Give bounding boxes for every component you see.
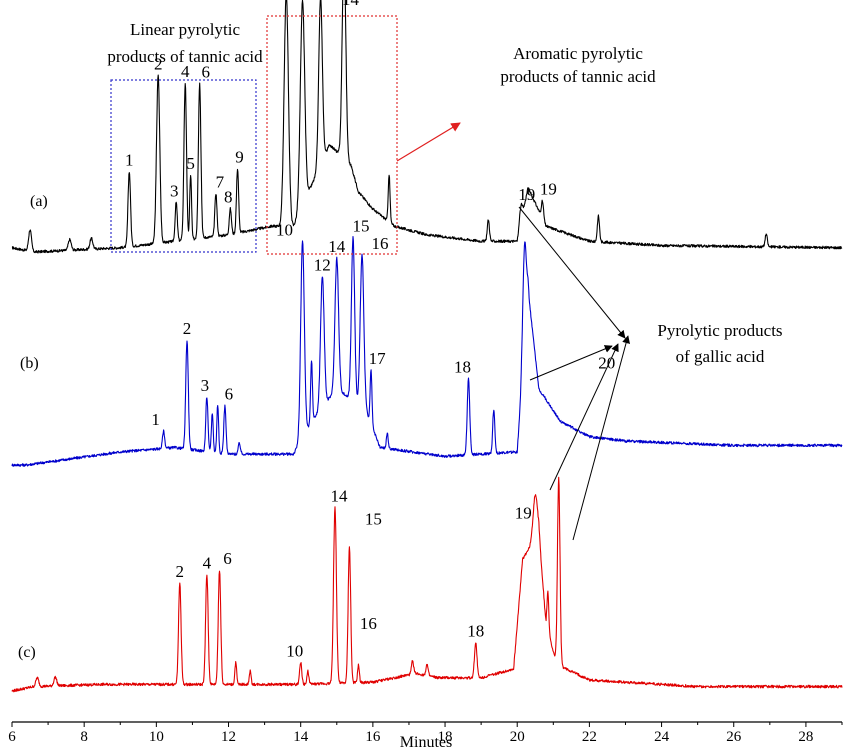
annotation-linear: products of tannic acid [107, 47, 263, 66]
peak-label: 10 [276, 221, 293, 240]
peak-label: 1 [151, 410, 160, 429]
x-tick-label: 26 [726, 729, 742, 745]
peak-label: 10 [286, 641, 303, 660]
trace-label-a: (a) [30, 193, 48, 210]
peak-label: 16 [360, 614, 377, 633]
peak-label: 12 [314, 256, 331, 275]
x-axis-title: Minutes [400, 734, 452, 751]
x-tick-label: 24 [654, 729, 670, 745]
peak-label: 15 [365, 510, 382, 529]
peak-label: 14 [342, 0, 360, 9]
peak-label: 19 [515, 504, 532, 523]
peak-label: 16 [372, 234, 389, 253]
x-axis: 6 8 10 12 14 16 18 20 22 24 26 28 [8, 721, 843, 745]
peak-label: 4 [203, 553, 212, 572]
x-tick-label: 10 [149, 729, 164, 745]
peak-label: 14 [328, 237, 346, 256]
gallic-arrow [549, 343, 619, 491]
peak-label: 15 [353, 217, 370, 236]
peak-label: 2 [183, 319, 192, 338]
gallic-arrow [529, 345, 613, 381]
trace-c [11, 476, 843, 693]
peak-label: 17 [369, 349, 387, 368]
annotation-gallic: of gallic acid [676, 347, 765, 366]
peak-label: 19 [540, 179, 557, 198]
trace-a [11, 0, 843, 254]
x-tick-label: 28 [798, 729, 813, 745]
peak-label: 8 [224, 188, 233, 207]
gallic-arrow [518, 206, 626, 339]
peak-label: 3 [170, 181, 179, 200]
x-tick-label: 8 [80, 729, 88, 745]
annotation-aromatic: products of tannic acid [500, 67, 656, 86]
region-box-layer [110, 15, 398, 255]
peak-label: 1 [125, 150, 134, 169]
peak-label: 3 [201, 376, 210, 395]
peak-label: 5 [186, 154, 195, 173]
x-tick-label: 20 [510, 729, 525, 745]
trace-b [11, 235, 843, 467]
linear-products-box [110, 79, 257, 253]
annotation-aromatic: Aromatic pyrolytic [513, 44, 643, 63]
peak-label: 14 [331, 486, 349, 505]
aromatic-products-box [266, 15, 398, 255]
peak-label: 7 [216, 172, 225, 191]
gallic-arrow [572, 335, 630, 541]
peak-label: 6 [223, 549, 232, 568]
peak-label-layer: (a)1234567891012141619(b)123610121415161… [18, 0, 615, 661]
peak-label: 18 [454, 358, 471, 377]
peak-label: 4 [181, 62, 190, 81]
peak-label: 18 [467, 622, 484, 641]
annotation-arrow-layer [396, 122, 630, 541]
x-tick-label: 22 [582, 729, 597, 745]
peak-label: 6 [201, 62, 210, 81]
annotation-gallic: Pyrolytic products [657, 321, 782, 340]
peak-label: 9 [235, 148, 244, 167]
annotation-text-layer: Linear pyrolytic products of tannic acid A… [107, 20, 782, 366]
x-tick-label: 14 [293, 729, 309, 745]
peak-label: 2 [176, 562, 185, 581]
x-tick-label: 16 [365, 729, 381, 745]
x-tick-label: 12 [221, 729, 236, 745]
x-tick-label: 6 [8, 729, 16, 745]
peak-label: 19 [518, 185, 535, 204]
x-tick-label: 18 [438, 729, 453, 745]
peak-label: 2 [154, 55, 163, 74]
trace-label-c: (c) [18, 644, 36, 661]
annotation-linear: Linear pyrolytic [130, 20, 240, 39]
peak-label: 20 [598, 354, 615, 373]
trace-label-b: (b) [20, 355, 39, 372]
trace-layer [11, 0, 843, 693]
aromatic-arrow [396, 122, 461, 162]
peak-label: 6 [225, 385, 234, 404]
